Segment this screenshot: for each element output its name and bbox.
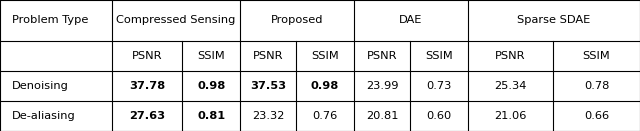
Text: 0.76: 0.76 <box>312 111 338 121</box>
Text: Problem Type: Problem Type <box>12 15 88 25</box>
Text: SSIM: SSIM <box>197 51 225 61</box>
Text: 0.98: 0.98 <box>311 81 339 91</box>
Text: DAE: DAE <box>399 15 422 25</box>
Text: Sparse SDAE: Sparse SDAE <box>517 15 591 25</box>
Text: 23.99: 23.99 <box>366 81 398 91</box>
Text: 21.06: 21.06 <box>494 111 527 121</box>
Text: 37.78: 37.78 <box>129 81 165 91</box>
Text: PSNR: PSNR <box>253 51 284 61</box>
Text: 0.98: 0.98 <box>197 81 225 91</box>
Text: 27.63: 27.63 <box>129 111 165 121</box>
Text: 0.66: 0.66 <box>584 111 609 121</box>
Text: 0.60: 0.60 <box>426 111 452 121</box>
Text: 0.81: 0.81 <box>197 111 225 121</box>
Text: PSNR: PSNR <box>495 51 525 61</box>
Text: Compressed Sensing: Compressed Sensing <box>116 15 236 25</box>
Text: SSIM: SSIM <box>425 51 453 61</box>
Text: PSNR: PSNR <box>367 51 397 61</box>
Text: SSIM: SSIM <box>311 51 339 61</box>
Text: SSIM: SSIM <box>582 51 611 61</box>
Text: Proposed: Proposed <box>271 15 323 25</box>
Text: Denoising: Denoising <box>12 81 68 91</box>
Text: 23.32: 23.32 <box>252 111 284 121</box>
Text: 0.73: 0.73 <box>426 81 452 91</box>
Text: 0.78: 0.78 <box>584 81 609 91</box>
Text: 20.81: 20.81 <box>366 111 398 121</box>
Text: PSNR: PSNR <box>132 51 163 61</box>
Text: De-aliasing: De-aliasing <box>12 111 76 121</box>
Text: 37.53: 37.53 <box>250 81 286 91</box>
Text: 25.34: 25.34 <box>494 81 527 91</box>
